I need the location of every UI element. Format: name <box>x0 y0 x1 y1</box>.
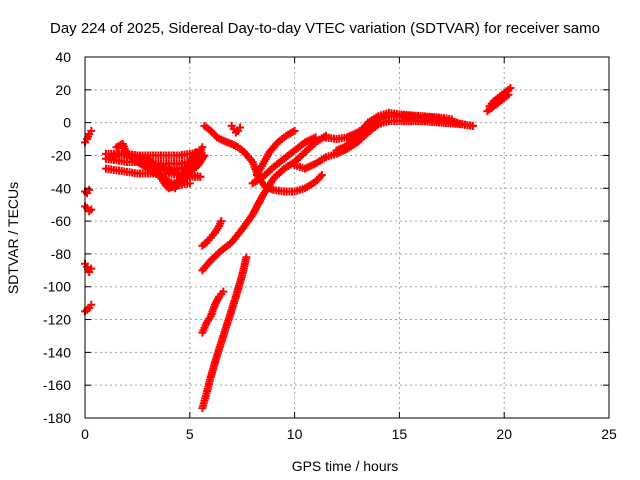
data-point <box>311 133 320 142</box>
data-point <box>317 171 326 180</box>
x-tick-label: 10 <box>287 426 303 442</box>
data-series <box>248 133 320 188</box>
data-point <box>200 151 209 160</box>
y-tick-label: -80 <box>51 246 71 262</box>
data-series <box>81 300 96 316</box>
data-series <box>198 217 226 250</box>
x-tick-label: 20 <box>496 426 512 442</box>
data-series <box>198 253 251 413</box>
x-tick-label: 0 <box>81 426 89 442</box>
data-series <box>227 121 245 137</box>
data-point <box>87 205 96 214</box>
y-tick-label: 20 <box>55 82 71 98</box>
plot-frame <box>84 56 610 419</box>
data-point <box>198 143 207 152</box>
data-point <box>196 172 205 181</box>
data-point <box>185 179 194 188</box>
y-tick-label: -100 <box>43 279 71 295</box>
data-point <box>87 264 96 273</box>
grid <box>85 57 609 418</box>
data-series <box>81 202 96 216</box>
data-series <box>81 185 94 198</box>
chart-title: Day 224 of 2025, Sidereal Day-to-day VTE… <box>50 20 600 37</box>
data-series <box>198 131 331 275</box>
y-tick-label: -20 <box>51 147 71 163</box>
x-tick-label: 15 <box>392 426 408 442</box>
data-series <box>332 108 456 155</box>
data-series <box>81 259 96 276</box>
y-axis-label: SDTVAR / TECUs <box>5 182 21 294</box>
data-point <box>468 121 477 130</box>
data-point <box>290 126 299 135</box>
data-point <box>85 185 94 194</box>
x-tick-label: 25 <box>601 426 617 442</box>
y-tick-label: -140 <box>43 344 71 360</box>
y-tick-label: -120 <box>43 312 71 328</box>
data-series <box>198 287 228 337</box>
y-tick-label: 0 <box>63 115 71 131</box>
data-point <box>242 253 251 262</box>
y-tick-label: -180 <box>43 410 71 426</box>
data-series <box>252 126 299 180</box>
y-tick-label: -60 <box>51 213 71 229</box>
data-point <box>87 300 96 309</box>
data-series <box>485 84 515 111</box>
data-point <box>506 84 515 93</box>
data-point-marker <box>316 172 325 181</box>
y-tick-label: -160 <box>43 377 71 393</box>
x-axis-label: GPS time / hours <box>292 458 399 474</box>
y-tick-label: -40 <box>51 180 71 196</box>
data-markers <box>81 84 515 413</box>
data-point <box>447 115 456 124</box>
x-tick-label: 5 <box>186 426 194 442</box>
axis-ticks: 0 5 10 15 20 25 40 20 0 -20 -40 -60 -80 -100 -120 -140 -… <box>43 49 617 442</box>
data-point <box>87 126 96 135</box>
y-tick-label: 40 <box>55 49 71 65</box>
data-point <box>217 217 226 226</box>
data-point <box>219 287 228 296</box>
data-series <box>164 151 209 193</box>
data-series <box>200 121 326 196</box>
data-series <box>81 126 96 147</box>
data-point <box>236 123 245 132</box>
